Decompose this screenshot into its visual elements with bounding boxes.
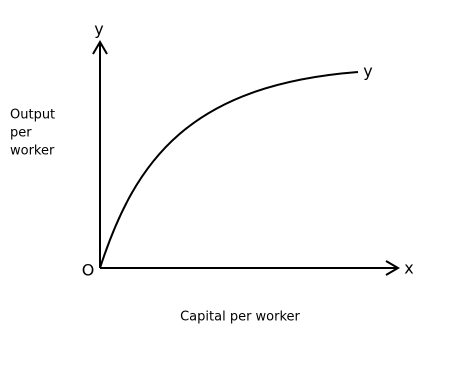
horizontal-label: Capital per worker <box>180 310 300 325</box>
x-axis-arrow <box>385 260 400 276</box>
y-axis-label: y <box>94 20 103 39</box>
vertical-label-line: worker <box>10 144 55 159</box>
vertical-label-line: Output <box>10 108 55 123</box>
origin-label: O <box>82 261 95 280</box>
y-axis-arrow <box>92 40 108 55</box>
curve-label: y <box>363 62 372 81</box>
production-curve <box>99 71 359 269</box>
x-axis-label: x <box>404 259 413 278</box>
vertical-label-line: per <box>10 126 32 141</box>
